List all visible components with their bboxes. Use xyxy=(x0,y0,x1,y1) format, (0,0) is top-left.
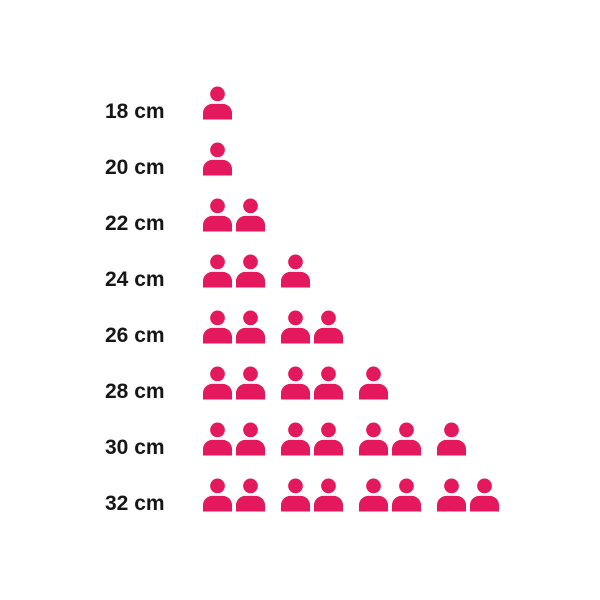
person-icon xyxy=(280,254,311,288)
category-label: 28 cm xyxy=(105,380,165,403)
icon-row xyxy=(202,310,344,344)
person-icon xyxy=(280,478,311,512)
person-icon xyxy=(202,422,233,456)
icon-row xyxy=(202,422,467,456)
icon-group xyxy=(280,254,311,288)
icon-group xyxy=(358,422,422,456)
person-icon xyxy=(235,310,266,344)
person-icon xyxy=(469,478,500,512)
icon-group xyxy=(202,478,266,512)
person-icon xyxy=(202,366,233,400)
icon-group xyxy=(436,422,467,456)
icon-group xyxy=(280,478,344,512)
icon-row xyxy=(202,478,500,512)
category-label: 30 cm xyxy=(105,436,165,459)
person-icon xyxy=(391,478,422,512)
person-icon xyxy=(235,198,266,232)
icon-row xyxy=(202,142,233,176)
person-icon xyxy=(202,86,233,120)
person-icon xyxy=(313,422,344,456)
icon-row xyxy=(202,254,311,288)
icon-group xyxy=(358,366,389,400)
icon-group xyxy=(202,310,266,344)
person-icon xyxy=(358,366,389,400)
icon-group xyxy=(202,142,233,176)
chart-row: 28 cm xyxy=(105,366,500,422)
category-label: 18 cm xyxy=(105,100,165,123)
icon-group xyxy=(202,366,266,400)
category-label: 20 cm xyxy=(105,156,165,179)
icon-group xyxy=(280,310,344,344)
chart-row: 26 cm xyxy=(105,310,500,366)
category-label: 22 cm xyxy=(105,212,165,235)
category-label: 32 cm xyxy=(105,492,165,515)
person-icon xyxy=(235,254,266,288)
person-icon xyxy=(391,422,422,456)
chart-row: 20 cm xyxy=(105,142,500,198)
person-icon xyxy=(235,422,266,456)
chart-row: 22 cm xyxy=(105,198,500,254)
person-icon xyxy=(202,254,233,288)
person-icon xyxy=(313,310,344,344)
icon-row xyxy=(202,86,233,120)
person-icon xyxy=(202,478,233,512)
person-icon xyxy=(280,366,311,400)
icon-group xyxy=(202,198,266,232)
icon-row xyxy=(202,366,389,400)
category-label: 24 cm xyxy=(105,268,165,291)
icon-row xyxy=(202,198,266,232)
icon-group xyxy=(202,86,233,120)
chart-row: 24 cm xyxy=(105,254,500,310)
person-icon xyxy=(313,478,344,512)
person-icon xyxy=(235,478,266,512)
category-label: 26 cm xyxy=(105,324,165,347)
icon-group xyxy=(202,254,266,288)
icon-group xyxy=(202,422,266,456)
chart-row: 32 cm xyxy=(105,478,500,534)
person-icon xyxy=(202,310,233,344)
person-icon xyxy=(313,366,344,400)
person-icon xyxy=(280,422,311,456)
icon-group xyxy=(358,478,422,512)
person-icon xyxy=(202,142,233,176)
person-icon xyxy=(436,478,467,512)
chart-row: 18 cm xyxy=(105,86,500,142)
person-icon xyxy=(202,198,233,232)
pictogram-chart: 18 cm 20 cm 22 cm 24 cm 26 cm 28 cm 30 cm 32 cm xyxy=(105,86,500,534)
icon-group xyxy=(436,478,500,512)
chart-row: 30 cm xyxy=(105,422,500,478)
icon-group xyxy=(280,366,344,400)
person-icon xyxy=(235,366,266,400)
person-icon xyxy=(280,310,311,344)
person-icon xyxy=(358,422,389,456)
person-icon xyxy=(436,422,467,456)
person-icon xyxy=(358,478,389,512)
icon-group xyxy=(280,422,344,456)
